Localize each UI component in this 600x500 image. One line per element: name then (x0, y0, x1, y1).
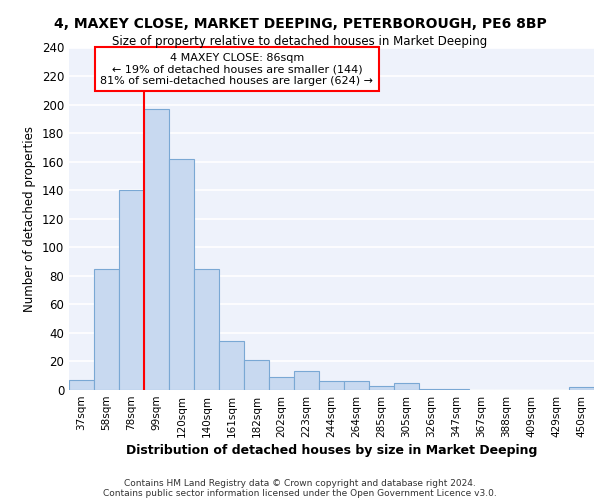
Y-axis label: Number of detached properties: Number of detached properties (23, 126, 36, 312)
Bar (194, 268, 219, 390)
Text: Size of property relative to detached houses in Market Deeping: Size of property relative to detached ho… (112, 35, 488, 48)
Bar (294, 372, 319, 390)
Bar (444, 388, 469, 390)
Bar (269, 377, 294, 390)
Bar (394, 383, 419, 390)
X-axis label: Distribution of detached houses by size in Market Deeping: Distribution of detached houses by size … (126, 444, 537, 457)
Bar (419, 388, 444, 390)
Text: 4, MAXEY CLOSE, MARKET DEEPING, PETERBOROUGH, PE6 8BP: 4, MAXEY CLOSE, MARKET DEEPING, PETERBOR… (53, 18, 547, 32)
Text: Contains HM Land Registry data © Crown copyright and database right 2024.: Contains HM Land Registry data © Crown c… (124, 478, 476, 488)
Bar (319, 382, 344, 390)
Bar (69, 380, 94, 390)
Bar (344, 382, 369, 390)
Text: Contains public sector information licensed under the Open Government Licence v3: Contains public sector information licen… (103, 488, 497, 498)
Text: 4 MAXEY CLOSE: 86sqm
← 19% of detached houses are smaller (144)
81% of semi-deta: 4 MAXEY CLOSE: 86sqm ← 19% of detached h… (101, 52, 373, 86)
Bar (569, 387, 594, 390)
Bar (169, 159, 194, 390)
Bar (119, 190, 144, 390)
Bar (244, 360, 269, 390)
Bar (144, 109, 169, 390)
Bar (94, 268, 119, 390)
Bar (219, 342, 244, 390)
Bar (369, 386, 394, 390)
